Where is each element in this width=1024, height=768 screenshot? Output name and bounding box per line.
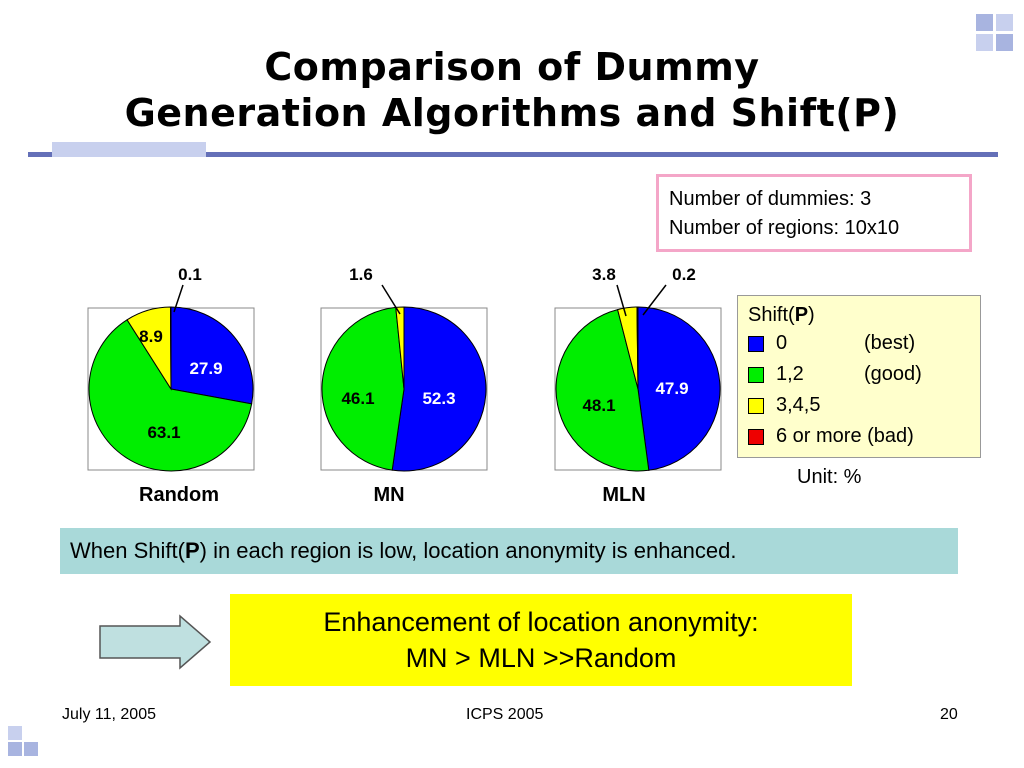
- deco-square: [8, 726, 22, 740]
- deco-square: [996, 34, 1013, 51]
- legend-swatch-green: [748, 366, 764, 383]
- legend: Shift(P) 0 (best) 1,2 (good) 3,4,5 6 or …: [737, 295, 981, 458]
- title-rule-accent: [52, 142, 206, 157]
- info-dummies: Number of dummies: 3: [669, 188, 872, 210]
- pie-slice: [88, 319, 253, 472]
- pie-slice: [169, 306, 172, 390]
- pie-data-label: 63.1: [147, 423, 180, 442]
- slide-title-line1: Comparison of Dummy: [264, 45, 760, 89]
- pie-slice: [636, 306, 639, 390]
- deco-square: [996, 14, 1013, 31]
- arrow-right-icon: [99, 614, 212, 670]
- footer-conference: ICPS 2005: [466, 706, 544, 723]
- pie-slice: [555, 308, 650, 472]
- info-regions: Number of regions: 10x10: [669, 217, 900, 239]
- footer-date: July 11, 2005: [62, 706, 156, 723]
- legend-item: 6 or more (bad): [748, 421, 970, 452]
- legend-item: 3,4,5: [748, 390, 970, 421]
- note-banner: When Shift(P) in each region is low, loc…: [60, 528, 958, 574]
- pie-slice: [637, 306, 721, 471]
- pie-callout-label: 3.8: [592, 265, 616, 284]
- deco-square: [8, 742, 22, 756]
- pie-data-label: 52.3: [422, 389, 455, 408]
- pie-data-label: 48.1: [582, 396, 615, 415]
- unit-label: Unit: %: [797, 466, 862, 488]
- legend-swatch-red: [748, 428, 764, 445]
- pie-slice: [391, 306, 487, 472]
- enhancement-box: Enhancement of location anonymity: MN > …: [230, 594, 852, 686]
- pie-callout-label: 0.1: [178, 265, 202, 284]
- pie-callout-label: 1.6: [349, 265, 373, 284]
- title-rule: [28, 152, 998, 157]
- deco-square: [976, 34, 993, 51]
- pie-slice: [170, 306, 254, 405]
- pie-title: MLN: [602, 484, 645, 506]
- legend-title: Shift(P): [748, 303, 815, 326]
- pie-callout-label: 0.2: [672, 265, 696, 284]
- legend-item: 1,2 (good): [748, 359, 970, 390]
- legend-item: 0 (best): [748, 328, 970, 359]
- pie-title: Random: [139, 484, 219, 506]
- slide-title-line2: Generation Algorithms and Shift(P): [124, 91, 900, 135]
- slide-title: Comparison of Dummy Generation Algorithm…: [0, 44, 1024, 136]
- pie-data-label: 46.1: [341, 389, 374, 408]
- info-box: Number of dummies: 3 Number of regions: …: [656, 174, 972, 252]
- footer-page-number: 20: [940, 706, 958, 723]
- pie-callout-line: [642, 284, 667, 316]
- deco-square: [24, 742, 38, 756]
- deco-square: [976, 14, 993, 31]
- legend-swatch-yellow: [748, 397, 764, 414]
- enhancement-line2: MN > MLN >>Random: [405, 643, 677, 673]
- pie-slice: [321, 306, 405, 471]
- pie-callout-line: [173, 284, 184, 313]
- pie-title: MN: [373, 484, 404, 506]
- pie-data-label: 27.9: [189, 359, 222, 378]
- pie-callout-line: [381, 284, 401, 315]
- pie-callout-line: [616, 284, 627, 317]
- legend-swatch-blue: [748, 335, 764, 352]
- pie-data-label: 8.9: [139, 327, 163, 346]
- pie-data-label: 47.9: [655, 379, 688, 398]
- enhancement-line1: Enhancement of location anonymity:: [323, 607, 759, 637]
